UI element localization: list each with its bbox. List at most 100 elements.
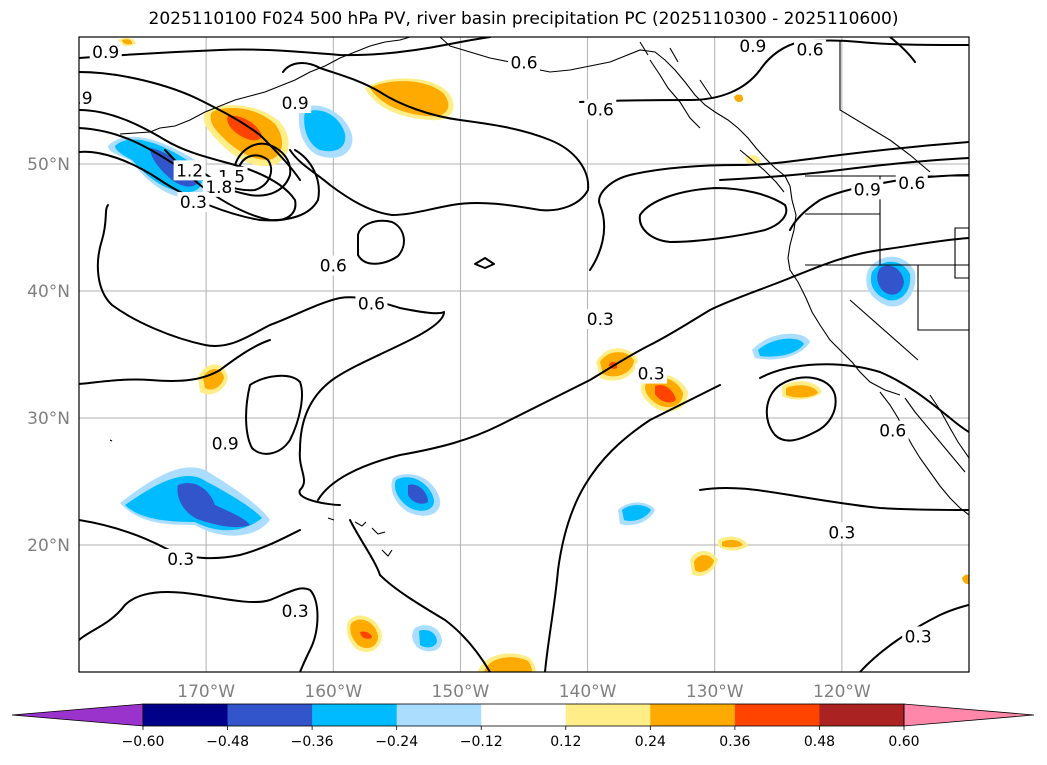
contour-label-halo bbox=[209, 433, 242, 454]
contour-0.9-east-loop bbox=[638, 187, 788, 243]
contour-label: 0.9 bbox=[739, 37, 766, 57]
contour-0.6-baja-outer bbox=[759, 363, 969, 433]
colorbar-extend-right bbox=[903, 703, 1035, 727]
colorbar-segment bbox=[396, 704, 482, 726]
contour-0.3-main bbox=[317, 237, 969, 501]
colorbar-tick-label: 0.12 bbox=[550, 734, 581, 750]
contour-label-halo bbox=[177, 192, 210, 213]
contour-label-halo bbox=[355, 293, 388, 314]
contour-0.3-east-tail bbox=[699, 486, 969, 511]
contour-labels: 0.90.90.90.60.60.90.61.21.51.80.30.60.60… bbox=[65, 37, 935, 647]
contour-label-halo bbox=[173, 160, 206, 181]
lat-tick-labels: 50°N 40°N 30°N 20°N bbox=[27, 155, 70, 556]
contour-0.3-left bbox=[96, 204, 445, 506]
contour-0.6-small bbox=[357, 219, 405, 265]
contour-label: 0.6 bbox=[358, 295, 385, 315]
contour-0.3-lower-left bbox=[79, 587, 319, 672]
colorbar: −0.60 −0.48 −0.36 −0.24 −0.12 0.12 0.24 0.36 0.4… bbox=[11, 703, 1035, 750]
colorbar-segment bbox=[650, 704, 736, 726]
plot-frame bbox=[78, 36, 970, 673]
contour-label: 0.6 bbox=[510, 53, 537, 73]
precip-negative-blob bbox=[758, 338, 804, 357]
mexico-mainland bbox=[929, 394, 969, 459]
precip-negative-blob bbox=[408, 484, 428, 504]
colorbar-tick-label: 0.48 bbox=[804, 734, 835, 750]
colorbar-tick-label: 0.60 bbox=[888, 734, 919, 750]
baja-peninsula bbox=[879, 391, 969, 516]
colorbar-segment bbox=[312, 704, 398, 726]
precip-negative-blob bbox=[419, 630, 437, 648]
contour-1.2 bbox=[79, 109, 297, 222]
contour-label: 0.6 bbox=[320, 257, 347, 277]
contour-label: 0.9 bbox=[212, 434, 239, 454]
contour-0.3-alaska bbox=[79, 149, 320, 222]
colorbar-extend-left bbox=[11, 703, 144, 727]
contour-label-halo bbox=[508, 52, 540, 73]
colorbar-segment bbox=[143, 704, 229, 726]
precip-negative-blob bbox=[877, 265, 904, 295]
contour-0.6-baja-loop bbox=[765, 376, 837, 442]
contour-label: 0.3 bbox=[638, 365, 665, 385]
contour-0.3-central bbox=[544, 384, 721, 672]
bc-islands bbox=[639, 41, 785, 193]
contour-label: 0.3 bbox=[587, 310, 614, 330]
precip-positive-blob bbox=[370, 81, 449, 117]
lat-tick-label: 30°N bbox=[27, 409, 70, 429]
contour-label: 0.3 bbox=[180, 193, 207, 213]
contour-label: 0.3 bbox=[828, 523, 855, 543]
precip-negative-blob bbox=[622, 505, 651, 521]
contour-label-halo bbox=[794, 39, 827, 60]
contour-0.9-arc-ne bbox=[579, 39, 969, 103]
precip-positive-blob bbox=[484, 657, 532, 672]
contour-label: 1.2 bbox=[176, 161, 203, 181]
contour-label-halo bbox=[79, 87, 95, 108]
lon-tick-label: 170°W bbox=[177, 682, 235, 702]
contour-label: 0.6 bbox=[587, 100, 614, 120]
colorbar-segment bbox=[481, 704, 567, 726]
contour-label: 0.9 bbox=[65, 89, 92, 109]
contour-label: 0.3 bbox=[167, 550, 194, 570]
precip-positive-blob bbox=[734, 94, 744, 103]
contour-0.6-ne-corner bbox=[889, 37, 916, 63]
colorbar-tick-label: −0.60 bbox=[122, 734, 165, 750]
contour-label-halo bbox=[202, 176, 235, 197]
lon-tick-label: 160°W bbox=[304, 682, 362, 702]
contour-0.6-diamond bbox=[474, 257, 495, 269]
contour-0.6-north-center bbox=[282, 62, 590, 216]
precip-positive-blob bbox=[122, 39, 133, 45]
precip-negative-blob bbox=[304, 110, 346, 152]
colorbar-tick-label: 0.24 bbox=[635, 734, 666, 750]
contour-label-halo bbox=[635, 363, 668, 384]
alaska-peninsula-coast bbox=[119, 37, 411, 135]
contour-0.3-south bbox=[79, 519, 491, 672]
contour-label-halo bbox=[736, 37, 769, 56]
us-west-coast bbox=[787, 185, 901, 396]
colorbar-tick-label: −0.36 bbox=[291, 734, 334, 750]
precip-positive-blob bbox=[360, 631, 372, 639]
contour-label: 0.6 bbox=[879, 422, 906, 442]
contour-label: 0.9 bbox=[92, 43, 119, 63]
precip-negative-blob bbox=[177, 482, 250, 528]
contour-label-halo bbox=[902, 626, 935, 647]
colorbar-tick-label: 0.36 bbox=[719, 734, 750, 750]
colorbar-tick-label: −0.48 bbox=[206, 734, 249, 750]
precip-positive-blob bbox=[722, 539, 743, 548]
contour-label-halo bbox=[825, 522, 858, 543]
contour-0.9-loop bbox=[245, 374, 303, 455]
lon-tick-label: 120°W bbox=[813, 682, 871, 702]
colorbar-segment bbox=[819, 704, 905, 726]
contour-0.9-east-band bbox=[719, 157, 969, 181]
contour-label: 0.3 bbox=[282, 602, 309, 622]
precip-positive-blob bbox=[203, 369, 224, 390]
colorbar-segment bbox=[227, 704, 313, 726]
contour-0.9-north bbox=[79, 37, 491, 59]
contour-label-halo bbox=[895, 173, 928, 194]
contour-0.3-southeast bbox=[859, 604, 969, 672]
contour-label-halo bbox=[279, 93, 312, 114]
gridlines bbox=[79, 37, 969, 672]
contour-0.9-arc bbox=[79, 71, 301, 181]
colorbar-frame bbox=[142, 703, 905, 727]
contour-0.6-east-band bbox=[589, 141, 969, 271]
contour-label-halo bbox=[279, 601, 312, 622]
